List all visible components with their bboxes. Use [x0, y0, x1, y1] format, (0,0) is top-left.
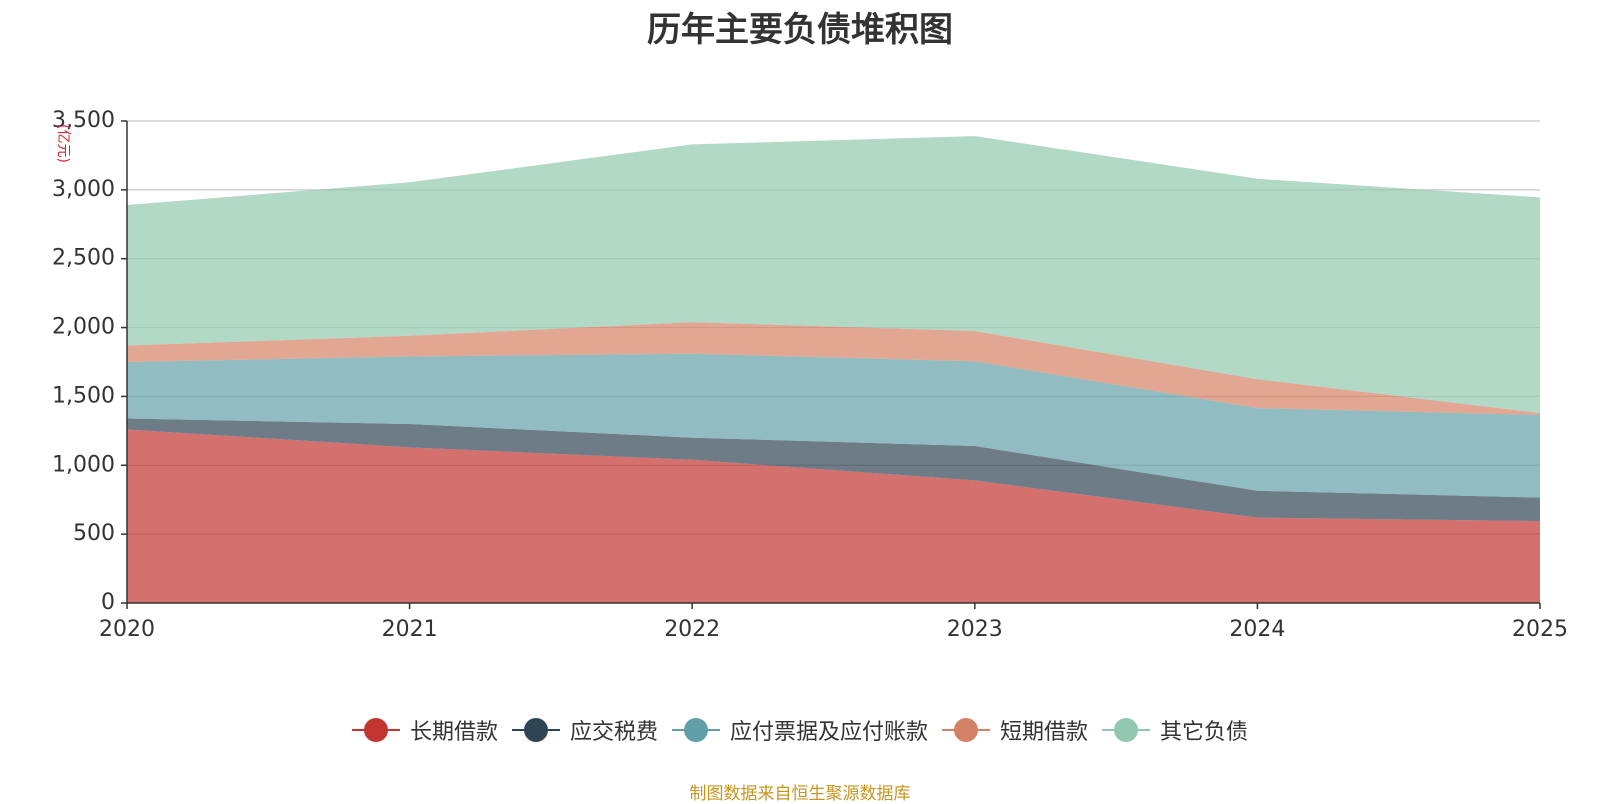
y-tick-label: 1,000: [52, 452, 115, 477]
y-tick-label: 2,500: [52, 246, 115, 271]
legend-label: 短期借款: [1000, 720, 1089, 745]
y-tick-label: 3,000: [52, 177, 115, 202]
y-axis-unit-label: (亿元): [55, 124, 71, 163]
legend-marker-icon: [1102, 717, 1151, 743]
x-tick-label: 2021: [382, 617, 438, 642]
legend-item-5[interactable]: 其它负债: [1102, 714, 1248, 746]
y-tick-label: 3,500: [52, 108, 115, 133]
legend-item-2[interactable]: 应交税费: [511, 714, 658, 746]
axis-layer: 0 500 1,000 1,500 2,000 2,500 3,000 3,500 2020 20…: [52, 108, 1568, 642]
legend-marker-icon: [511, 717, 560, 743]
legend-item-1[interactable]: 长期借款: [351, 714, 498, 746]
area-series-3[interactable]: [127, 353, 1540, 498]
area-series-5[interactable]: [127, 136, 1540, 413]
area-series-4[interactable]: [127, 322, 1540, 415]
x-tick-label: 2025: [1512, 617, 1568, 642]
y-tick-label: 1,500: [52, 383, 115, 408]
x-tick-label: 2022: [664, 617, 720, 642]
legend-item-3[interactable]: 应付票据及应付账款: [671, 714, 928, 746]
legend: 长期借款 应交税费 应付票据及应付账款 短期借款 其它负债: [0, 714, 1600, 746]
legend-marker-icon: [942, 717, 990, 743]
y-tick-label: 500: [73, 521, 115, 546]
x-tick-label: 2023: [947, 617, 1003, 642]
x-tick-label: 2020: [99, 617, 155, 642]
source-note: 制图数据来自恒生聚源数据库: [689, 784, 911, 804]
legend-label: 其它负债: [1160, 720, 1249, 745]
x-tick-label: 2024: [1229, 617, 1285, 642]
area-layer: [127, 136, 1540, 603]
y-tick-label: 2,000: [52, 315, 115, 340]
chart-title: 历年主要负债堆积图: [647, 10, 953, 50]
legend-marker-icon: [351, 717, 400, 743]
area-series-1[interactable]: [127, 429, 1540, 604]
legend-label: 应交税费: [569, 720, 658, 745]
legend-label: 应付票据及应付账款: [729, 720, 928, 745]
legend-item-4[interactable]: 短期借款: [942, 714, 1088, 746]
legend-label: 长期借款: [409, 720, 498, 745]
y-tick-label: 0: [101, 590, 115, 615]
area-series-2[interactable]: [127, 418, 1540, 522]
legend-marker-icon: [671, 717, 720, 743]
